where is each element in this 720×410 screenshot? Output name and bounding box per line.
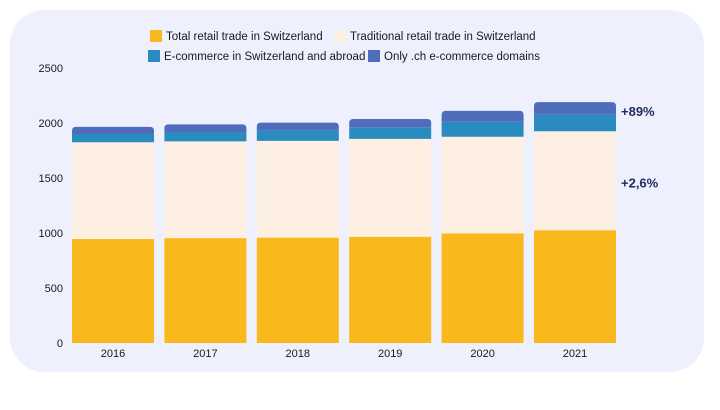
bar-segment-2018-s2 [256, 130, 339, 141]
bar-segment-2016-s2 [72, 134, 154, 143]
bar-segment-2018-s1 [256, 140, 339, 238]
y-axis: 0 500 1000 1500 2000 2500 [39, 63, 63, 350]
legend: Total retail trade in Switzerland Tradit… [148, 30, 540, 63]
bar-segment-2017-s1 [164, 141, 247, 239]
x-tick-label: 2016 [101, 348, 125, 360]
y-tick-label: 1500 [39, 173, 63, 185]
bar-segment-2020-s2 [441, 121, 524, 137]
bar-segment-2020-s0 [441, 233, 524, 343]
bar-segment-2016-s1 [72, 142, 154, 240]
bar-stack-2021 [534, 102, 616, 343]
bar-segment-2017-s2 [164, 132, 247, 142]
legend-label-traditional: Traditional retail trade in Switzerland [350, 31, 536, 43]
bar-segment-2019-s2 [349, 127, 432, 139]
growth-annotation: +89% [621, 104, 655, 119]
bar-segment-2021-s3 [534, 102, 616, 115]
y-tick-label: 1000 [39, 228, 63, 240]
bar-segment-2021-s0 [534, 230, 616, 343]
bar-segment-2017-s0 [164, 238, 247, 343]
growth-annotation: +2,6% [621, 176, 659, 191]
bar-segment-2021-s1 [534, 131, 616, 231]
legend-swatch-ecommerce [148, 50, 160, 62]
bar-segment-2016-s0 [72, 239, 154, 343]
bar-segment-2020-s1 [441, 136, 524, 234]
bar-segment-2021-s2 [534, 114, 616, 132]
legend-label-ch-domains: Only .ch e-commerce domains [384, 51, 540, 63]
legend-label-ecommerce: E-commerce in Switzerland and abroad [164, 51, 365, 63]
x-tick-label: 2020 [470, 348, 494, 360]
y-tick-label: 2000 [39, 118, 63, 130]
y-tick-label: 0 [57, 338, 63, 350]
x-tick-label: 2019 [378, 348, 402, 360]
bar-stack-2019 [349, 119, 432, 343]
x-axis: 2016 2017 2018 2019 2020 2021 [101, 348, 587, 360]
x-tick-label: 2018 [286, 348, 310, 360]
annotations: +89% +2,6% [621, 104, 659, 191]
bar-segment-2018-s0 [256, 237, 339, 343]
bar-stack-2020 [441, 110, 524, 343]
bar-segment-2019-s3 [349, 119, 432, 128]
x-tick-label: 2017 [193, 348, 217, 360]
bar-segment-2019-s1 [349, 138, 432, 237]
legend-swatch-total [150, 30, 162, 42]
legend-swatch-traditional [334, 30, 346, 42]
bar-segment-2017-s3 [164, 124, 247, 133]
bar-segment-2019-s0 [349, 236, 432, 343]
bar-stack-2016 [72, 126, 154, 343]
bar-stack-2018 [256, 122, 339, 343]
bars [72, 102, 616, 343]
y-tick-label: 500 [45, 283, 63, 295]
bar-stack-2017 [164, 124, 247, 343]
bar-segment-2016-s3 [72, 126, 154, 134]
x-tick-label: 2021 [563, 348, 587, 360]
legend-label-total: Total retail trade in Switzerland [166, 31, 323, 43]
y-tick-label: 2500 [39, 63, 63, 75]
bar-segment-2018-s3 [256, 122, 339, 131]
legend-swatch-ch-domains [368, 50, 380, 62]
bar-segment-2020-s3 [441, 110, 524, 122]
